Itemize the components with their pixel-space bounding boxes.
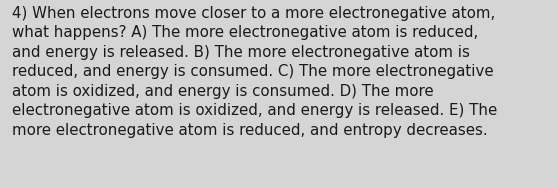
Text: 4) When electrons move closer to a more electronegative atom,
what happens? A) T: 4) When electrons move closer to a more … [12,6,498,138]
